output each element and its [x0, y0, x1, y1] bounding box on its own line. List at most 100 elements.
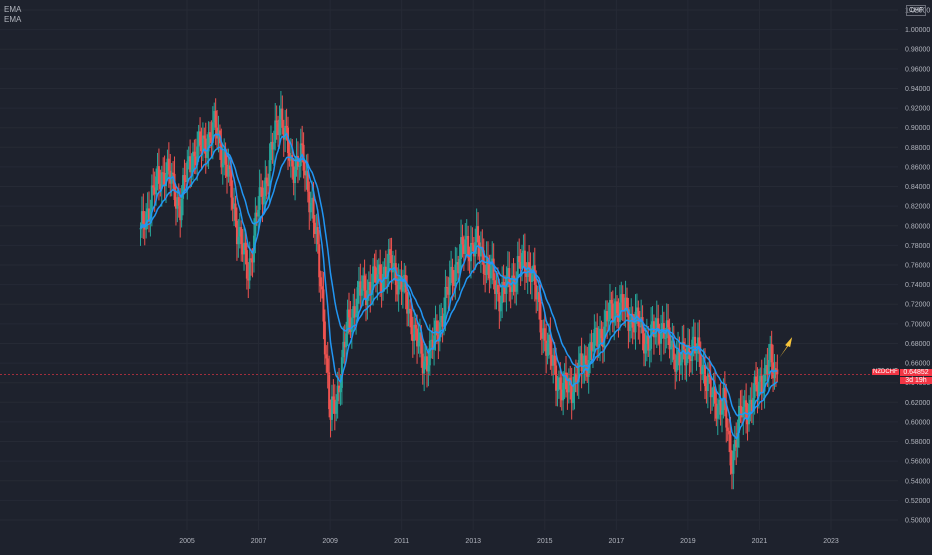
- candle-body-427: [745, 400, 748, 420]
- ema-legend-1[interactable]: EMA: [4, 5, 22, 14]
- candle-body-88: [264, 177, 267, 196]
- x-tick-label-2: 2009: [322, 538, 338, 545]
- candle-body-93: [271, 141, 274, 150]
- candle-body-335: [614, 301, 617, 317]
- candle-body-246: [488, 264, 491, 279]
- candle-body-86: [261, 187, 264, 205]
- candle-body-116: [304, 170, 307, 176]
- y-tick-label-10: 0.70000: [905, 321, 930, 328]
- candle-body-129: [322, 289, 325, 322]
- candle-body-413: [725, 400, 728, 428]
- symbol-tag: NZDCHF: [872, 369, 899, 376]
- candle-body-132: [326, 358, 329, 373]
- ema-legend-2[interactable]: EMA: [4, 15, 22, 24]
- candle-body-449: [776, 369, 779, 375]
- candle-body-395: [699, 353, 702, 375]
- candle-body-332: [610, 299, 613, 304]
- candle-body-270: [522, 250, 525, 253]
- candle-body-199: [421, 353, 424, 374]
- candle-body-286: [545, 340, 548, 356]
- candle-body-311: [580, 353, 583, 372]
- ema-line-fast: [139, 132, 778, 440]
- last-price-tag: 0.64852: [900, 369, 932, 377]
- candle-body-122: [312, 197, 315, 223]
- candle-body-85: [260, 187, 263, 189]
- candle-body-396: [701, 366, 704, 375]
- candle-body-173: [384, 266, 387, 280]
- candle-body-356: [644, 344, 647, 354]
- candle-body-123: [313, 222, 316, 235]
- candle-body-268: [519, 262, 522, 269]
- candle-body-102: [284, 125, 287, 140]
- candle-body-310: [579, 353, 582, 360]
- candle-body-184: [400, 276, 403, 292]
- candle-body-182: [397, 277, 400, 295]
- y-tick-label-19: 0.88000: [905, 145, 930, 152]
- candle-body-133: [328, 372, 331, 410]
- candle-body-399: [705, 386, 708, 392]
- candle-body-31: [183, 175, 186, 181]
- candle-body-119: [308, 191, 311, 213]
- candle-body-298: [562, 382, 565, 401]
- candle-body-412: [723, 387, 726, 401]
- candle-body-96: [275, 120, 278, 123]
- candle-body-261: [509, 287, 512, 292]
- candle-body-432: [752, 397, 755, 412]
- y-axis[interactable]: 0.50000 0.52000 0.54000 0.56000 0.58000 0.600…: [905, 8, 930, 525]
- candle-body-27: [177, 197, 180, 206]
- candle-body-281: [538, 292, 541, 303]
- candle-body-156: [360, 288, 363, 296]
- candle-body-445: [770, 343, 773, 363]
- candle-body-366: [658, 331, 661, 344]
- candle-body-387: [688, 345, 691, 360]
- candle-body-378: [675, 355, 678, 372]
- candle-body-441: [764, 365, 767, 369]
- candle-body-442: [766, 365, 769, 375]
- candle-body-30: [182, 175, 185, 199]
- candle-body-168: [377, 264, 380, 275]
- candle-body-23: [172, 172, 175, 174]
- candle-body-420: [735, 440, 738, 448]
- candle-body-319: [591, 350, 594, 352]
- candle-body-403: [711, 394, 714, 398]
- candle-body-89: [265, 177, 268, 184]
- candle-body-342: [624, 297, 627, 312]
- candle-body-67: [234, 203, 237, 221]
- candle-body-381: [679, 362, 682, 366]
- candle-body-46: [204, 138, 207, 158]
- candle-body-185: [401, 287, 404, 292]
- candle-body-50: [210, 137, 213, 143]
- candle-body-297: [560, 389, 563, 401]
- candle-body-233: [469, 242, 472, 262]
- candle-body-209: [435, 320, 438, 335]
- candle-body-112: [298, 166, 301, 168]
- candle-body-69: [237, 236, 240, 245]
- candle-body-15: [160, 172, 163, 190]
- candle-body-331: [608, 299, 611, 320]
- candle-body-24: [173, 173, 176, 201]
- candle-body-84: [258, 187, 261, 210]
- candle-body-121: [311, 197, 314, 203]
- y-tick-label-9: 0.68000: [905, 341, 930, 348]
- candle-body-154: [357, 281, 360, 288]
- candle-body-353: [640, 317, 643, 328]
- candle-body-171: [382, 273, 385, 292]
- candle-body-144: [343, 341, 346, 348]
- x-tick-label-6: 2017: [609, 538, 625, 545]
- candle-body-203: [427, 365, 430, 372]
- candle-body-336: [616, 301, 619, 314]
- currency-label[interactable]: CHF: [906, 5, 927, 16]
- y-tick-label-0: 0.50000: [905, 518, 930, 525]
- x-tick-label-3: 2011: [394, 538, 409, 545]
- candle-body-397: [702, 364, 705, 367]
- candle-body-110: [295, 155, 298, 170]
- candle-body-128: [321, 286, 324, 290]
- candle-body-357: [645, 335, 648, 345]
- indicator-legend[interactable]: EMA EMA: [4, 5, 21, 25]
- x-axis[interactable]: 2005 2007 2009 2011 2013 2015 2017 2019 2021 2023: [179, 538, 839, 545]
- candle-body-361: [651, 321, 654, 325]
- y-tick-label-24: 0.98000: [905, 47, 930, 54]
- candle-body-68: [235, 220, 238, 245]
